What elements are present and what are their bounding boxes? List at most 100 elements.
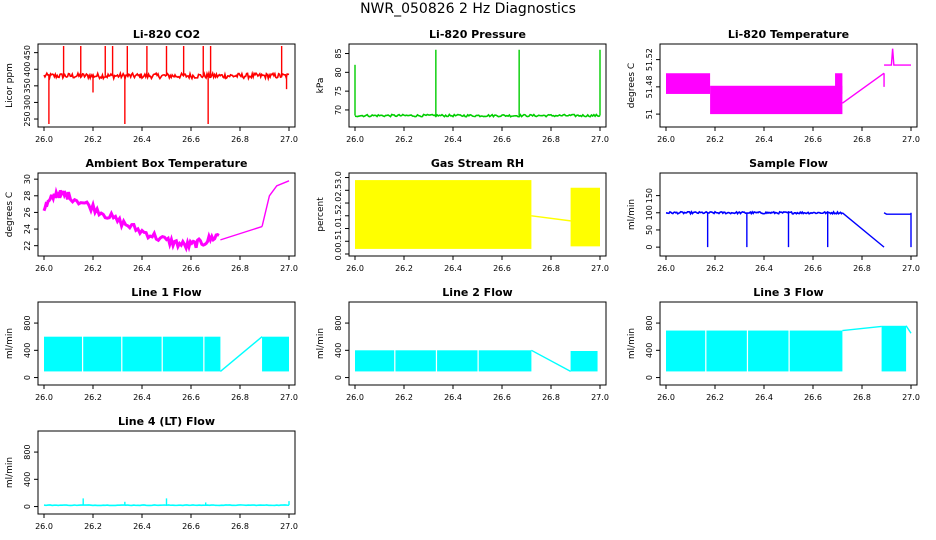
data-series-line (220, 225, 263, 241)
y-axis-label: ml/min (5, 328, 15, 359)
x-tick-label: 26.6 (182, 522, 200, 531)
y-tick-label: 0 (23, 504, 32, 509)
chart-title: Li-820 CO2 (133, 28, 200, 41)
y-tick-label: 3.0 (334, 171, 343, 184)
y-tick-label: 50 (645, 225, 654, 235)
data-block (262, 336, 289, 372)
y-axis-label: Licor ppm (5, 63, 15, 108)
x-tick-label: 26.8 (231, 135, 249, 144)
chart-panel: Ambient Box Temperature degrees C 26.0 26.2… (5, 157, 298, 273)
x-tick-label: 26.2 (84, 393, 102, 402)
y-tick-label: 150 (645, 188, 654, 203)
chart-title: Ambient Box Temperature (86, 157, 248, 170)
y-tick-label: 51.52 (645, 48, 654, 71)
y-tick-label: 80 (334, 67, 343, 77)
data-series-line (842, 325, 882, 332)
chart-panel: Line 3 Flow ml/min 26.0 26.2 26.4 26.6 26.8 27.… (627, 286, 920, 402)
chart-panel: Line 1 Flow ml/min 26.0 26.2 26.4 26.6 26.8 27.… (5, 286, 298, 402)
data-block (204, 336, 221, 372)
data-block (44, 336, 82, 372)
x-tick-label: 26.0 (35, 135, 53, 144)
y-tick-label: 800 (645, 315, 654, 330)
data-series-line (883, 212, 911, 215)
x-tick-label: 26.6 (182, 393, 200, 402)
data-series-line (261, 180, 290, 227)
x-tick-label: 27.0 (902, 264, 920, 273)
data-block (162, 336, 204, 372)
x-tick-label: 26.4 (755, 135, 773, 144)
x-tick-label: 27.0 (280, 393, 298, 402)
chart-panel: Line 2 Flow ml/min 26.0 26.2 26.4 26.6 26.8 27.… (316, 286, 609, 402)
x-tick-label: 26.6 (493, 393, 511, 402)
y-tick-label: 450 (23, 45, 32, 60)
x-tick-label: 26.4 (755, 393, 773, 402)
x-tick-label: 26.4 (133, 522, 151, 531)
x-tick-label: 27.0 (280, 135, 298, 144)
chart-panel: Li-820 CO2 Licor ppm 26.0 26.2 26.4 26.6 26.8 2… (5, 28, 298, 144)
data-series-line (905, 325, 912, 334)
x-tick-label: 26.4 (133, 393, 151, 402)
plot-frame (37, 430, 296, 515)
y-tick-label: 26 (23, 207, 32, 217)
y-tick-label: 100 (645, 205, 654, 220)
plot-frame (659, 43, 918, 128)
x-tick-label: 26.6 (182, 135, 200, 144)
x-tick-label: 26.4 (755, 264, 773, 273)
data-block (395, 350, 436, 372)
x-tick-label: 26.8 (231, 522, 249, 531)
x-tick-label: 26.2 (706, 135, 724, 144)
y-tick-label: 75 (334, 86, 343, 96)
x-tick-label: 27.0 (902, 393, 920, 402)
x-tick-label: 26.0 (657, 264, 675, 273)
y-tick-label: 0 (23, 375, 32, 380)
y-tick-label: 51 (645, 109, 654, 119)
x-tick-label: 26.0 (346, 393, 364, 402)
plot-frame (659, 172, 918, 257)
x-tick-label: 26.8 (853, 393, 871, 402)
chart-title: Gas Stream RH (431, 157, 524, 170)
x-tick-label: 26.0 (35, 522, 53, 531)
x-tick-label: 26.2 (84, 264, 102, 273)
data-block (666, 330, 706, 372)
data-block (835, 73, 843, 94)
y-tick-label: 800 (23, 315, 32, 330)
figure-title: NWR_050826 2 Hz Diagnostics (360, 1, 576, 17)
x-tick-label: 27.0 (591, 393, 609, 402)
x-tick-label: 27.0 (591, 135, 609, 144)
y-tick-label: 2.0 (334, 197, 343, 210)
data-series-line (43, 504, 290, 507)
chart-panel: Sample Flow ml/min 26.0 26.2 26.4 26.6 26.8 27.… (627, 157, 920, 273)
y-axis-label: percent (316, 197, 326, 232)
x-tick-label: 26.6 (804, 393, 822, 402)
x-tick-label: 26.8 (542, 393, 560, 402)
data-block (478, 350, 532, 372)
x-tick-label: 26.6 (493, 135, 511, 144)
x-tick-label: 26.2 (395, 264, 413, 273)
data-block (881, 325, 907, 372)
x-tick-label: 26.0 (657, 135, 675, 144)
x-tick-label: 26.0 (346, 135, 364, 144)
y-tick-label: 400 (645, 343, 654, 358)
y-axis-label: degrees C (5, 192, 15, 237)
x-tick-label: 27.0 (902, 135, 920, 144)
x-tick-label: 26.2 (706, 264, 724, 273)
y-tick-label: 1.5 (334, 209, 343, 222)
x-tick-label: 26.0 (35, 393, 53, 402)
y-tick-label: 2.5 (334, 184, 343, 197)
plot-frame (659, 301, 918, 386)
plot-frame (37, 301, 296, 386)
y-tick-label: 0.0 (334, 248, 343, 261)
data-block (748, 330, 789, 372)
y-axis-label: kPa (316, 78, 326, 94)
y-tick-label: 1.0 (334, 222, 343, 235)
x-tick-label: 26.8 (542, 135, 560, 144)
x-tick-label: 26.8 (853, 264, 871, 273)
chart-title: Line 4 (LT) Flow (118, 415, 215, 428)
y-axis-label: ml/min (627, 199, 637, 230)
x-tick-label: 26.6 (804, 264, 822, 273)
x-tick-label: 26.2 (395, 135, 413, 144)
y-tick-label: 51.48 (645, 75, 654, 98)
x-tick-label: 26.6 (182, 264, 200, 273)
data-block (570, 350, 598, 372)
